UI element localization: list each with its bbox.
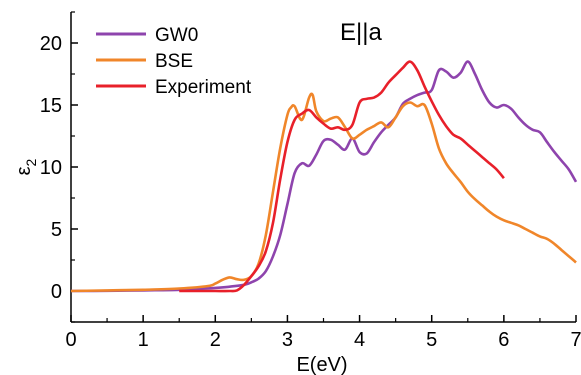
y-tick-label: 0 — [51, 281, 62, 303]
x-axis-title: E(eV) — [296, 354, 347, 375]
legend-label-bse: BSE — [155, 51, 193, 72]
y-axis-title-sub: 2 — [23, 158, 39, 166]
y-axis-title: ε2 — [13, 158, 39, 175]
x-tick-label: 2 — [210, 329, 221, 351]
legend-label-gw0: GW0 — [155, 25, 198, 46]
y-tick-label: 5 — [51, 219, 62, 241]
legend-label-experiment: Experiment — [155, 77, 252, 98]
x-tick-label: 4 — [354, 329, 365, 351]
series-line-gw0 — [70, 60, 578, 293]
x-tick-label: 7 — [570, 329, 581, 351]
series-line-experiment — [179, 60, 505, 293]
series-group — [70, 60, 578, 293]
y-tick-label: 15 — [40, 95, 62, 117]
x-tick-label: 1 — [138, 329, 149, 351]
x-tick-label: 5 — [426, 329, 437, 351]
y-tick-label: 20 — [40, 33, 62, 55]
y-tick-label: 10 — [40, 157, 62, 179]
y-axis-title-main: ε — [13, 166, 35, 175]
legend: GW0 BSE Experiment — [96, 25, 252, 98]
ticks-group: 0 1 2 3 4 5 6 7 0 5 10 15 20 — [40, 11, 581, 351]
x-tick-label: 6 — [498, 329, 509, 351]
x-tick-label: 3 — [282, 329, 293, 351]
x-tick-label: 0 — [65, 329, 76, 351]
chart-title: E||a — [340, 19, 382, 46]
